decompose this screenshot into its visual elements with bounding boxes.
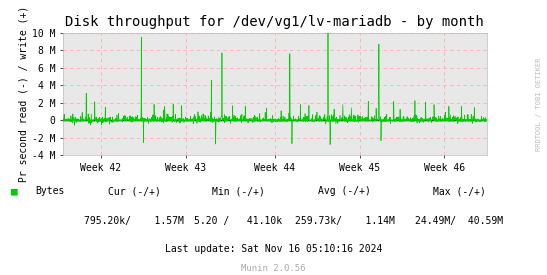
Text: 24.49M/  40.59M: 24.49M/ 40.59M: [415, 216, 504, 226]
Text: 5.20 /   41.10k: 5.20 / 41.10k: [194, 216, 282, 226]
Text: ■: ■: [11, 186, 18, 196]
Text: RRDTOOL / TOBI OETIKER: RRDTOOL / TOBI OETIKER: [536, 58, 542, 151]
Text: Munin 2.0.56: Munin 2.0.56: [241, 264, 306, 273]
Text: Bytes: Bytes: [36, 186, 65, 196]
Text: Avg (-/+): Avg (-/+): [318, 186, 371, 196]
Title: Disk throughput for /dev/vg1/lv-mariadb - by month: Disk throughput for /dev/vg1/lv-mariadb …: [66, 15, 484, 29]
Text: Cur (-/+): Cur (-/+): [108, 186, 160, 196]
Text: Min (-/+): Min (-/+): [212, 186, 264, 196]
Y-axis label: Pr second read (-) / write (+): Pr second read (-) / write (+): [19, 6, 29, 182]
Text: Max (-/+): Max (-/+): [433, 186, 486, 196]
Text: 259.73k/    1.14M: 259.73k/ 1.14M: [295, 216, 394, 226]
Text: 795.20k/    1.57M: 795.20k/ 1.57M: [84, 216, 184, 226]
Text: Last update: Sat Nov 16 05:10:16 2024: Last update: Sat Nov 16 05:10:16 2024: [165, 244, 382, 254]
